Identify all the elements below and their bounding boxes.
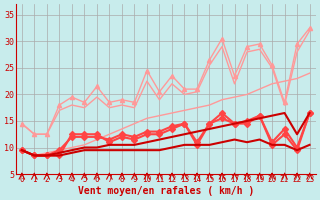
X-axis label: Vent moyen/en rafales ( km/h ): Vent moyen/en rafales ( km/h ): [77, 186, 254, 196]
